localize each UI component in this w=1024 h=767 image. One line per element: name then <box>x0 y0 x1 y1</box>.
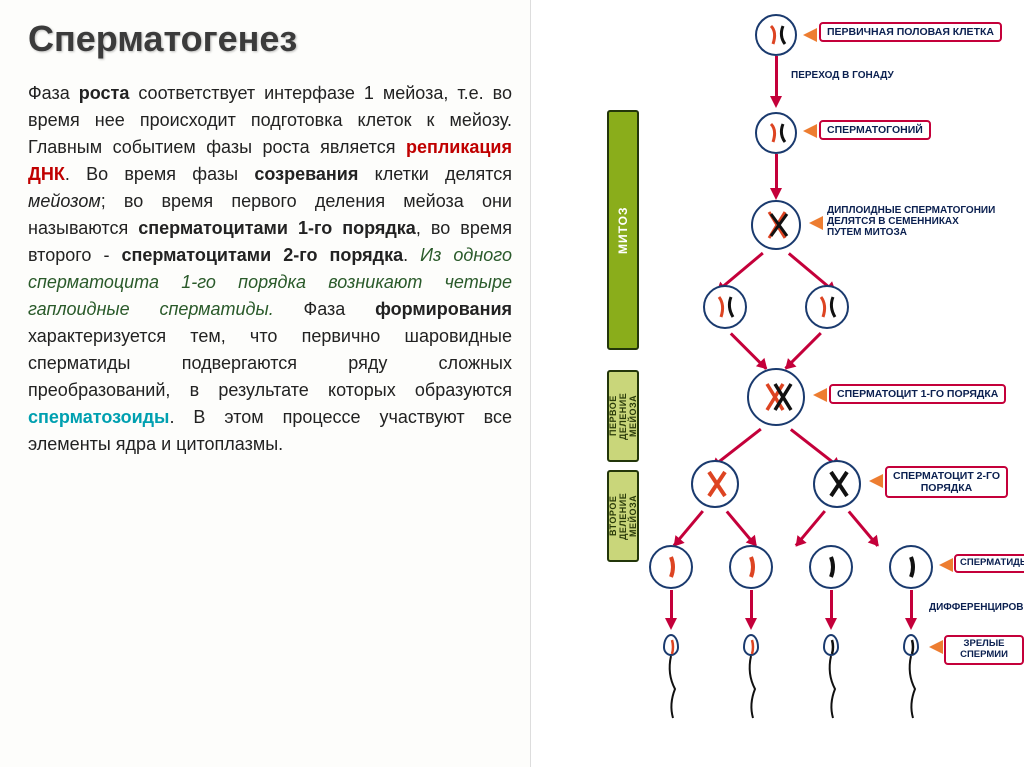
cell-daughter-left <box>703 285 747 329</box>
label-spermatocyte2: СПЕРМАТОЦИТ 2-ГО ПОРЯДКА <box>885 466 1008 498</box>
arrow-down-icon <box>745 618 757 630</box>
arrow-diag <box>673 510 704 546</box>
arrow-line <box>670 590 673 618</box>
cell-spermatid-3 <box>809 545 853 589</box>
term-spermatozoa: сперматозоиды <box>28 407 169 427</box>
text: Фаза <box>274 299 375 319</box>
sperm-tails-icon <box>649 654 949 724</box>
chromosome-icon <box>807 285 847 329</box>
pointer-icon <box>929 640 943 654</box>
arrow-line <box>830 590 833 618</box>
term-spermatocyte1: сперматоцитами 1-го порядка <box>138 218 416 238</box>
pointer-icon <box>803 124 817 138</box>
pointer-icon <box>939 558 953 572</box>
arrow-down-icon <box>825 618 837 630</box>
cell-spermatid-1 <box>649 545 693 589</box>
cell-spermatocyte2-left <box>691 460 739 508</box>
sperm-head-1 <box>663 634 679 656</box>
chromatid-icon <box>811 545 851 589</box>
cell-spermatocyte2-right <box>813 460 861 508</box>
arrow-diag <box>848 510 879 546</box>
label-differentiation: ДИФФЕРЕНЦИРОВКА <box>929 602 1024 613</box>
term-spermatocyte2: сперматоцитами 2-го порядка <box>122 245 404 265</box>
chromosome-xx-icon <box>749 368 803 426</box>
phase-bar-mitosis: МИТОЗ <box>607 110 639 350</box>
pointer-icon <box>809 216 823 230</box>
label-spermatogonium: СПЕРМАТОГОНИЙ <box>819 120 931 140</box>
arrow-down-icon <box>770 188 782 200</box>
body-paragraph: Фаза роста соответствует интерфазе 1 мей… <box>28 80 512 458</box>
label-spermatocyte1: СПЕРМАТОЦИТ 1-ГО ПОРЯДКА <box>829 384 1006 404</box>
phase-bar-meiosis1: ПЕРВОЕ ДЕЛЕНИЕ МЕЙОЗА <box>607 370 639 462</box>
term-maturation: созревания <box>254 164 358 184</box>
cell-spermatocyte1 <box>747 368 805 426</box>
arrow-line <box>750 590 753 618</box>
sperm-head-2 <box>743 634 759 656</box>
arrow-line <box>910 590 913 618</box>
cell-spermatogonium <box>755 112 797 154</box>
cell-spermatid-2 <box>729 545 773 589</box>
term-meiosis: мейозом <box>28 191 101 211</box>
term-growth: роста <box>79 83 130 103</box>
arrow-down-icon <box>665 618 677 630</box>
label-diploid: ДИПЛОИДНЫЕ СПЕРМАТОГОНИИ ДЕЛЯТСЯ В СЕМЕН… <box>827 205 1007 238</box>
chromosome-icon <box>757 14 795 56</box>
chromosome-x-black-icon <box>815 460 859 508</box>
pointer-icon <box>813 388 827 402</box>
label-spermatids: СПЕРМАТИДЫ <box>954 554 1024 573</box>
chromosome-x-red-icon <box>693 460 737 508</box>
arrow-down-icon <box>905 618 917 630</box>
phase-bar-meiosis2: ВТОРОЕ ДЕЛЕНИЕ МЕЙОЗА <box>607 470 639 562</box>
label-mature: ЗРЕЛЫЕ СПЕРМИИ <box>944 635 1024 665</box>
arrow-diag <box>795 510 826 546</box>
chromatid-icon <box>651 545 691 589</box>
arrow-diag <box>785 332 822 369</box>
page-title: Сперматогенез <box>28 18 512 60</box>
cell-primary <box>755 14 797 56</box>
term-formation: формирования <box>375 299 512 319</box>
cell-replicated <box>751 200 801 250</box>
diagram-column: МИТОЗ ПЕРВОЕ ДЕЛЕНИЕ МЕЙОЗА ВТОРОЕ ДЕЛЕН… <box>530 0 1024 767</box>
arrow-diag <box>726 510 757 546</box>
chromosome-x-icon <box>753 200 799 250</box>
pointer-icon <box>869 474 883 488</box>
chromosome-icon <box>757 112 795 154</box>
sperm-head-4 <box>903 634 919 656</box>
arrow-line <box>775 56 778 96</box>
chromatid-icon <box>891 545 931 589</box>
chromatid-icon <box>731 545 771 589</box>
chromosome-icon <box>705 285 745 329</box>
arrow-diag <box>730 332 767 369</box>
arrow-line <box>775 154 778 188</box>
text-column: Сперматогенез Фаза роста соответствует и… <box>0 0 530 767</box>
sperm-head-3 <box>823 634 839 656</box>
text: клетки делятся <box>358 164 512 184</box>
label-transition: ПЕРЕХОД В ГОНАДУ <box>791 70 894 81</box>
text: . <box>403 245 420 265</box>
cell-daughter-right <box>805 285 849 329</box>
arrow-down-icon <box>770 96 782 108</box>
text: характеризуется тем, что первично шарови… <box>28 326 512 400</box>
text: Фаза <box>28 83 79 103</box>
pointer-icon <box>803 28 817 42</box>
text: . Во время фазы <box>65 164 255 184</box>
label-primary: ПЕРВИЧНАЯ ПОЛОВАЯ КЛЕТКА <box>819 22 1002 42</box>
cell-spermatid-4 <box>889 545 933 589</box>
